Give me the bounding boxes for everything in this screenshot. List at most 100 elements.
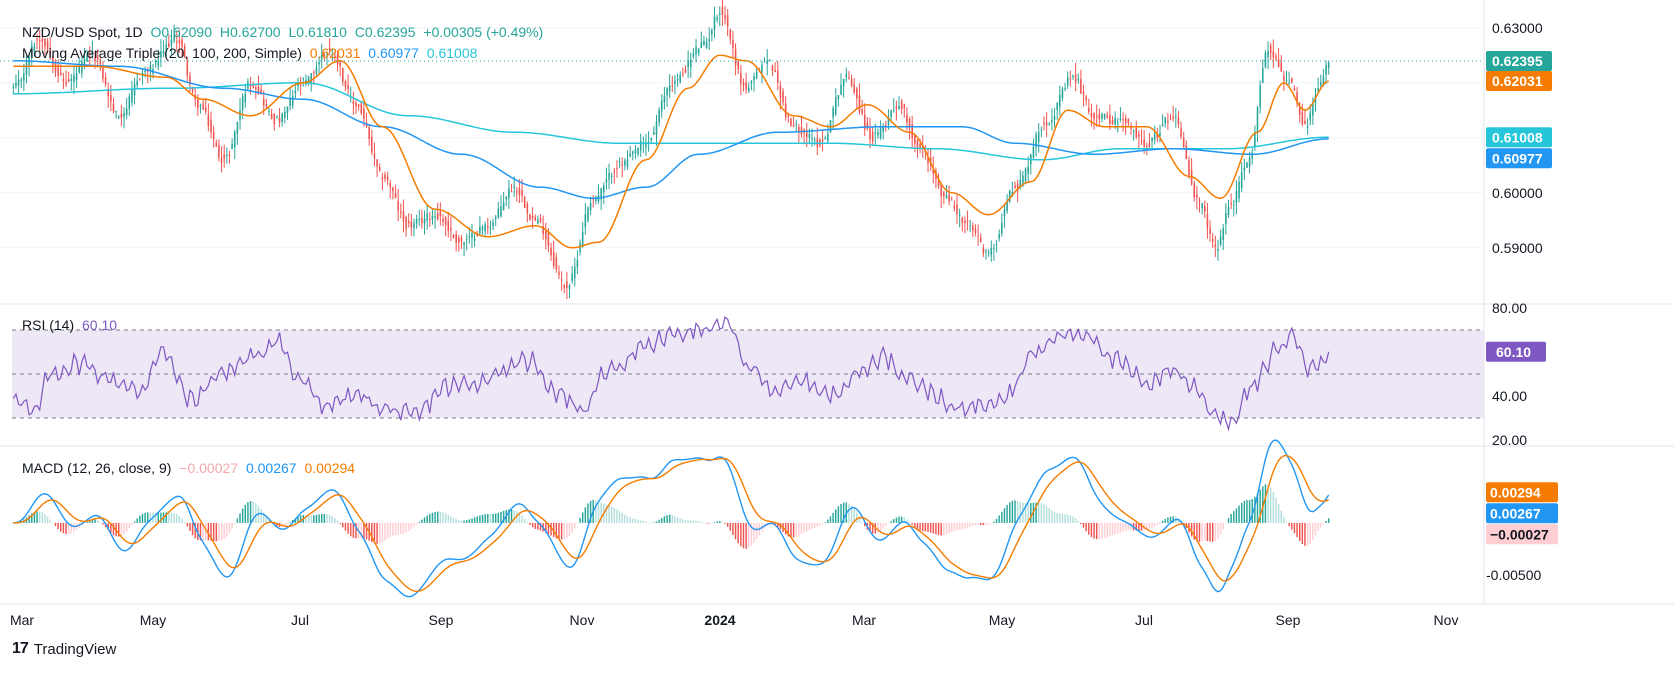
candle-body: [576, 260, 579, 268]
macd-histogram-bar: [1251, 498, 1253, 523]
candle-body: [608, 173, 610, 180]
ma20-value: 0.62031: [309, 45, 361, 61]
macd-histogram-bar: [811, 522, 813, 530]
candle-body: [1016, 183, 1019, 191]
candle-body: [877, 132, 879, 136]
candle-body: [974, 229, 977, 233]
macd-histogram-bar: [1267, 484, 1269, 523]
macd-histogram-bar: [139, 515, 141, 523]
candle-body: [782, 91, 784, 103]
candle-body: [660, 100, 663, 112]
macd-histogram-bar: [236, 518, 239, 523]
candle-body: [684, 69, 687, 73]
macd-histogram-bar: [189, 522, 191, 532]
macd-histogram-bar: [178, 515, 181, 523]
candle-body: [70, 78, 73, 81]
macd-histogram-bar: [645, 521, 647, 523]
macd-histogram-bar: [1019, 501, 1021, 523]
macd-histogram-bar: [60, 522, 62, 532]
candle-body: [521, 189, 523, 197]
close-value: C0.62395: [354, 24, 416, 40]
macd-histogram-bar: [436, 511, 439, 523]
candle-body: [779, 85, 782, 99]
candle-body: [1230, 203, 1232, 205]
candle-body: [689, 59, 692, 67]
candle-body: [368, 126, 370, 140]
macd-histogram-bar: [334, 518, 336, 523]
macd-axis-label: 0.00267: [1490, 505, 1541, 521]
candle-body: [542, 226, 544, 235]
macd-histogram-bar: [734, 522, 737, 540]
candle-body: [1035, 134, 1037, 148]
macd-histogram-bar: [455, 519, 457, 523]
candle-body: [418, 218, 421, 220]
candle-body: [286, 106, 289, 114]
signal-line: [13, 454, 1329, 593]
candle-body: [386, 176, 389, 180]
candle-body: [1024, 168, 1027, 181]
macd-histogram-bar: [160, 512, 162, 523]
macd-histogram-bar: [674, 515, 676, 523]
candle-body: [110, 94, 112, 102]
macd-histogram-bar: [131, 522, 133, 525]
candle-body: [465, 238, 468, 240]
candle-body: [102, 66, 104, 79]
macd-histogram-bar: [692, 520, 695, 523]
candle-body: [655, 121, 658, 136]
candle-body: [1051, 120, 1053, 123]
macd-histogram-bar: [610, 506, 613, 523]
macd-histogram-bar: [212, 522, 215, 542]
macd-histogram-bar: [218, 522, 220, 542]
footer-brand[interactable]: 17 TradingView: [12, 640, 116, 658]
macd-histogram-bar: [990, 522, 992, 524]
macd-histogram-bar: [83, 522, 86, 524]
macd-histogram-bar: [107, 522, 109, 531]
candle-body: [863, 114, 866, 130]
macd-histogram-bar: [241, 508, 244, 523]
candle-body: [721, 7, 724, 16]
macd-histogram-bar: [690, 520, 692, 523]
candle-body: [626, 159, 629, 168]
macd-histogram-bar: [526, 522, 529, 523]
macd-histogram-bar: [885, 522, 887, 527]
macd-histogram-bar: [118, 522, 120, 537]
candle-body: [1227, 206, 1230, 216]
candle-body: [299, 83, 302, 85]
rsi-label: RSI (14): [22, 317, 75, 333]
candle-body: [244, 93, 247, 103]
macd-histogram-bar: [392, 522, 394, 536]
candle-body: [241, 96, 244, 111]
price-axis-label-bg: [1486, 148, 1552, 169]
candle-body: [1327, 62, 1330, 69]
candle-body: [634, 149, 637, 154]
candle-body: [331, 48, 334, 50]
candle-body: [621, 164, 624, 166]
macd-histogram-bar: [1172, 516, 1174, 523]
macd-histogram-bar: [1259, 489, 1261, 523]
candle-body: [827, 133, 829, 142]
macd-histogram-bar: [1135, 522, 1137, 531]
macd-histogram-bar: [181, 518, 183, 523]
macd-histogram-bar: [563, 522, 565, 540]
candle-body: [112, 103, 115, 112]
candle-body: [990, 247, 993, 256]
candle-body: [1045, 122, 1048, 126]
candle-body: [96, 55, 99, 60]
candle-body: [268, 110, 270, 113]
candle-body: [834, 97, 837, 115]
macd-histogram-bar: [655, 521, 658, 523]
candle-body: [676, 79, 679, 81]
candle-body: [355, 102, 357, 107]
candle-body: [252, 84, 254, 88]
macd-histogram-bar: [508, 509, 510, 523]
macd-label: MACD (12, 26, close, 9): [22, 460, 172, 476]
candle-body: [1080, 79, 1082, 94]
candle-body: [328, 47, 331, 50]
macd-histogram-bar: [147, 512, 149, 523]
candle-body: [75, 73, 78, 80]
macd-histogram-bar: [922, 522, 924, 532]
macd-histogram-bar: [1098, 522, 1101, 540]
macd-histogram-bar: [729, 522, 732, 531]
macd-histogram-bar: [711, 522, 713, 524]
